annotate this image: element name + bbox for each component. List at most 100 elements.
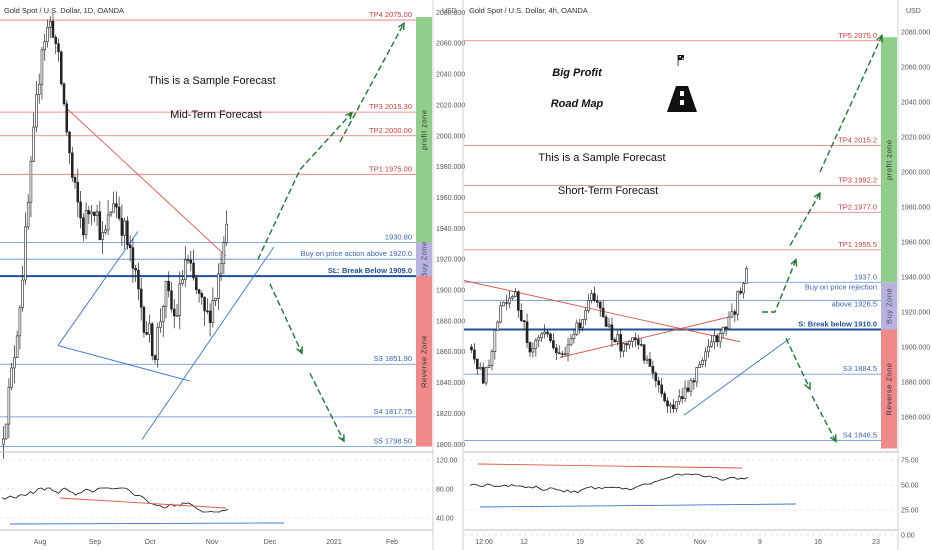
zone-label: Reverse Zone — [420, 335, 429, 388]
right-price-axis[interactable]: 2080.000 2060.000 2040.000 2020.000 2000.000… — [897, 0, 930, 550]
price-tick-label: 2080.000 — [436, 10, 465, 17]
level-label: TP5 2075.0 — [838, 31, 877, 40]
price-tick-label: 1980.000 — [901, 205, 930, 212]
candle-body — [689, 380, 693, 392]
price-tick-label: 2020.000 — [436, 102, 465, 109]
candle-body — [62, 83, 66, 105]
candle-body — [73, 177, 77, 183]
candle-body — [704, 351, 707, 361]
time-tick-label: Sep — [89, 539, 102, 546]
level-label: S3 1884.5 — [843, 364, 877, 373]
price-tick-label: 1940.000 — [901, 275, 930, 282]
forecast-arrow-head — [296, 346, 303, 355]
right-zones: profit zone Buy Zone Reverse Zone — [881, 37, 897, 449]
candle-body — [473, 349, 476, 360]
candle-body — [692, 380, 696, 383]
left-currency: USD — [442, 8, 457, 15]
candle-body — [677, 396, 681, 402]
time-tick-label: Oct — [145, 539, 156, 546]
candle-body — [654, 372, 658, 382]
candle-body — [208, 310, 212, 323]
left-time-axis[interactable]: Aug Sep Oct Nov Dec 2021 Feb — [34, 539, 398, 546]
level-label-secondary: above 1926.5 — [832, 300, 877, 309]
right-rsi-pane: 75.00 50.00 25.00 0.00 — [464, 451, 919, 540]
candle-body — [487, 365, 491, 368]
zone-label: Reverse Zone — [885, 362, 894, 415]
candle-body — [537, 337, 541, 341]
candle-body — [604, 316, 608, 327]
rsi-trendline — [59, 497, 227, 509]
left-price-axis[interactable]: 2080.000 2060.000 2040.000 2020.000 2000.000… — [432, 0, 465, 550]
candle-body — [555, 347, 558, 354]
candle-body — [222, 242, 226, 265]
rsi-line — [469, 473, 749, 494]
right-currency: USD — [906, 8, 921, 15]
candle-body — [701, 360, 704, 365]
price-tick-label: 1860.000 — [901, 415, 930, 422]
candle-body — [508, 297, 511, 304]
candle-body — [82, 217, 85, 236]
candle-body — [112, 203, 115, 213]
candle-body — [636, 339, 640, 345]
right-time-axis[interactable]: 12:00 12 19 26 Nov 9 16 23 — [475, 539, 880, 546]
candle-body — [730, 311, 734, 318]
rsi-trendline — [477, 463, 743, 469]
time-tick-label: 9 — [758, 539, 762, 546]
candle-body — [98, 211, 102, 240]
candle-body — [607, 324, 611, 327]
candle-body — [543, 331, 546, 335]
zone-label: profit zone — [885, 139, 894, 180]
forecast-arrow — [309, 373, 345, 442]
candle-body — [142, 307, 146, 333]
price-tick-label: 1800.000 — [436, 442, 465, 449]
candle-body — [540, 333, 544, 338]
candle-body — [528, 342, 532, 353]
candle-body — [707, 346, 710, 353]
right-chart-panel[interactable]: profit zone Buy Zone Reverse Zone TP5 2075… — [463, 0, 930, 550]
rsi-tick-label: 120.00 — [436, 458, 458, 465]
left-rsi-pane: 120.00 80.00 40.00 — [0, 451, 458, 531]
candle-body — [639, 344, 643, 346]
candle-body — [505, 302, 508, 304]
candle-body — [145, 332, 148, 335]
candle-body — [7, 386, 11, 425]
candle-body — [566, 344, 570, 355]
rsi-trendline — [479, 503, 797, 508]
rsi-tick-label: 0.00 — [901, 533, 915, 540]
candle-body — [563, 353, 567, 356]
candle-body — [219, 263, 223, 275]
candle-body — [35, 94, 38, 128]
candle-body — [595, 300, 599, 303]
candle-body — [666, 400, 669, 407]
candle-body — [148, 323, 151, 335]
candle-body — [195, 277, 198, 290]
candle-body — [628, 341, 631, 346]
trendline — [683, 337, 791, 416]
candle-body — [648, 358, 652, 367]
level-label: S3 1851.90 — [374, 354, 412, 363]
time-tick-label: 26 — [636, 539, 644, 546]
candle-body — [48, 20, 52, 28]
zone-profit-zone — [881, 37, 897, 283]
candle-body — [46, 27, 49, 43]
candle-body — [150, 323, 154, 357]
level-label: 1937.0 — [854, 272, 877, 281]
price-tick-label: 2000.000 — [901, 170, 930, 177]
zone-label: Buy Zone — [885, 288, 894, 324]
candle-body — [206, 310, 209, 313]
trendline — [57, 345, 191, 382]
candle-body — [631, 337, 634, 343]
candle-body — [139, 288, 143, 308]
forecast-arrow-head — [829, 434, 837, 443]
rsi-line — [1, 487, 229, 513]
right-annotation-roadmap: Road Map — [551, 98, 604, 110]
candle-body — [680, 396, 684, 399]
candle-body — [186, 259, 190, 261]
candle-body — [742, 283, 745, 294]
left-chart-panel[interactable]: profit zone Buy Zone Reverse Zone TP4 2075… — [0, 0, 465, 550]
price-tick-label: 1880.000 — [901, 380, 930, 387]
candle-body — [93, 211, 96, 216]
rsi-tick-label: 80.00 — [436, 487, 454, 494]
candle-body — [683, 387, 687, 399]
